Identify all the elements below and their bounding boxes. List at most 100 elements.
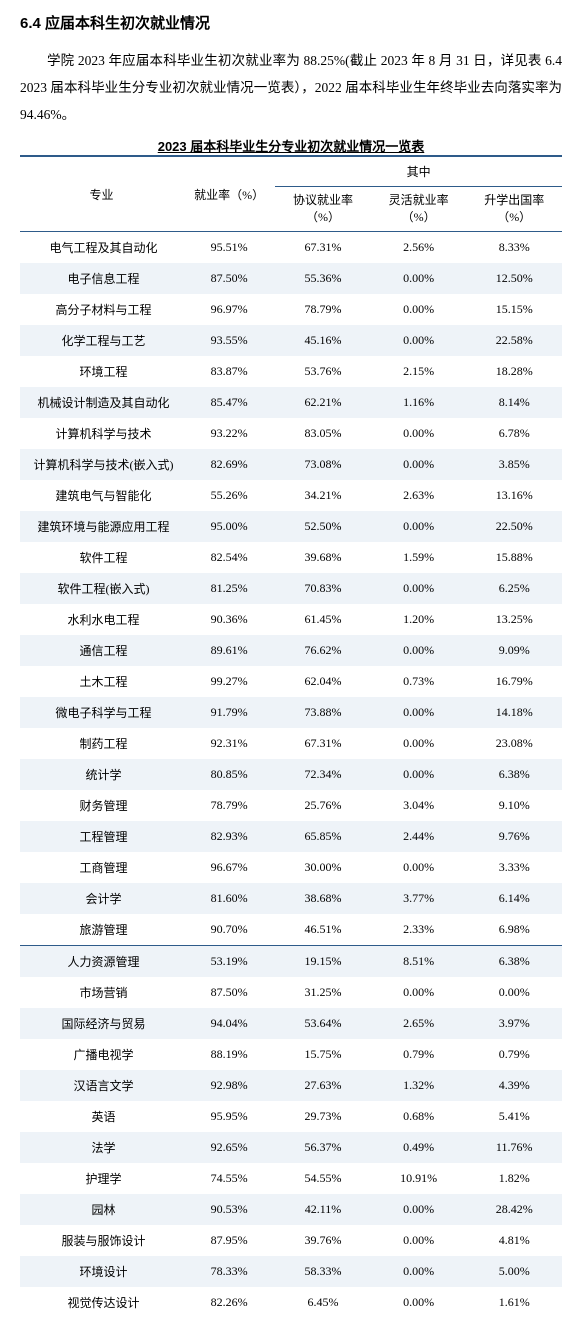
cell-flexible: 0.00% (371, 511, 467, 542)
cell-agreement: 58.33% (275, 1256, 371, 1287)
cell-agreement: 55.36% (275, 263, 371, 294)
cell-rate: 96.97% (183, 294, 275, 325)
cell-major: 园林 (20, 1194, 183, 1225)
cell-further: 4.39% (466, 1070, 562, 1101)
cell-major: 计算机科学与技术 (20, 418, 183, 449)
cell-major: 水利水电工程 (20, 604, 183, 635)
cell-major: 建筑电气与智能化 (20, 480, 183, 511)
cell-flexible: 0.00% (371, 728, 467, 759)
cell-agreement: 73.08% (275, 449, 371, 480)
table-row: 通信工程89.61%76.62%0.00%9.09% (20, 635, 562, 666)
cell-flexible: 1.16% (371, 387, 467, 418)
cell-further: 16.79% (466, 666, 562, 697)
cell-rate: 90.36% (183, 604, 275, 635)
cell-major: 通信工程 (20, 635, 183, 666)
cell-further: 6.25% (466, 573, 562, 604)
cell-further: 11.76% (466, 1132, 562, 1163)
cell-agreement: 6.45% (275, 1287, 371, 1318)
cell-further: 15.15% (466, 294, 562, 325)
cell-agreement: 53.64% (275, 1008, 371, 1039)
cell-further: 9.09% (466, 635, 562, 666)
cell-major: 汉语言文学 (20, 1070, 183, 1101)
cell-further: 13.16% (466, 480, 562, 511)
cell-further: 9.10% (466, 790, 562, 821)
cell-rate: 95.00% (183, 511, 275, 542)
cell-agreement: 31.25% (275, 977, 371, 1008)
cell-agreement: 67.31% (275, 232, 371, 264)
cell-rate: 92.98% (183, 1070, 275, 1101)
cell-flexible: 0.00% (371, 1287, 467, 1318)
col-group: 其中 (275, 156, 562, 187)
cell-further: 6.78% (466, 418, 562, 449)
cell-agreement: 72.34% (275, 759, 371, 790)
cell-agreement: 78.79% (275, 294, 371, 325)
cell-further: 3.33% (466, 852, 562, 883)
cell-agreement: 67.31% (275, 728, 371, 759)
cell-flexible: 0.00% (371, 759, 467, 790)
cell-flexible: 2.56% (371, 232, 467, 264)
cell-agreement: 70.83% (275, 573, 371, 604)
cell-agreement: 83.05% (275, 418, 371, 449)
cell-agreement: 53.76% (275, 356, 371, 387)
cell-flexible: 0.00% (371, 1194, 467, 1225)
table-row: 市场营销87.50%31.25%0.00%0.00% (20, 977, 562, 1008)
cell-flexible: 0.00% (371, 1256, 467, 1287)
cell-rate: 93.22% (183, 418, 275, 449)
table-row: 财务管理78.79%25.76%3.04%9.10% (20, 790, 562, 821)
cell-flexible: 0.00% (371, 977, 467, 1008)
cell-major: 人力资源管理 (20, 946, 183, 978)
cell-further: 22.58% (466, 325, 562, 356)
cell-further: 15.88% (466, 542, 562, 573)
table-row: 旅游管理90.70%46.51%2.33%6.98% (20, 914, 562, 946)
cell-further: 6.38% (466, 946, 562, 978)
cell-rate: 83.87% (183, 356, 275, 387)
cell-further: 6.14% (466, 883, 562, 914)
table-row: 环境设计78.33%58.33%0.00%5.00% (20, 1256, 562, 1287)
cell-agreement: 73.88% (275, 697, 371, 728)
cell-further: 1.82% (466, 1163, 562, 1194)
table-row: 园林90.53%42.11%0.00%28.42% (20, 1194, 562, 1225)
cell-rate: 99.27% (183, 666, 275, 697)
cell-rate: 53.19% (183, 946, 275, 978)
cell-rate: 80.85% (183, 759, 275, 790)
cell-further: 5.41% (466, 1101, 562, 1132)
cell-agreement: 19.15% (275, 946, 371, 978)
cell-further: 0.00% (466, 977, 562, 1008)
cell-agreement: 15.75% (275, 1039, 371, 1070)
cell-major: 微电子科学与工程 (20, 697, 183, 728)
cell-agreement: 65.85% (275, 821, 371, 852)
table-row: 人力资源管理53.19%19.15%8.51%6.38% (20, 946, 562, 978)
table-row: 计算机科学与技术(嵌入式)82.69%73.08%0.00%3.85% (20, 449, 562, 480)
cell-flexible: 2.15% (371, 356, 467, 387)
table-row: 微电子科学与工程91.79%73.88%0.00%14.18% (20, 697, 562, 728)
cell-major: 服装与服饰设计 (20, 1225, 183, 1256)
cell-flexible: 0.00% (371, 1225, 467, 1256)
cell-rate: 89.61% (183, 635, 275, 666)
cell-rate: 96.67% (183, 852, 275, 883)
table-row: 环境工程83.87%53.76%2.15%18.28% (20, 356, 562, 387)
cell-major: 市场营销 (20, 977, 183, 1008)
cell-major: 建筑环境与能源应用工程 (20, 511, 183, 542)
col-flexible-rate: 灵活就业率（%） (371, 187, 467, 232)
cell-major: 土木工程 (20, 666, 183, 697)
cell-flexible: 0.00% (371, 418, 467, 449)
table-row: 会计学81.60%38.68%3.77%6.14% (20, 883, 562, 914)
cell-rate: 91.79% (183, 697, 275, 728)
cell-flexible: 0.68% (371, 1101, 467, 1132)
cell-flexible: 2.33% (371, 914, 467, 946)
cell-flexible: 0.00% (371, 852, 467, 883)
cell-rate: 87.50% (183, 977, 275, 1008)
cell-flexible: 2.44% (371, 821, 467, 852)
cell-further: 22.50% (466, 511, 562, 542)
table-row: 广播电视学88.19%15.75%0.79%0.79% (20, 1039, 562, 1070)
cell-rate: 90.70% (183, 914, 275, 946)
cell-agreement: 27.63% (275, 1070, 371, 1101)
cell-flexible: 1.32% (371, 1070, 467, 1101)
cell-further: 0.79% (466, 1039, 562, 1070)
cell-major: 电气工程及其自动化 (20, 232, 183, 264)
cell-major: 电子信息工程 (20, 263, 183, 294)
cell-further: 6.38% (466, 759, 562, 790)
cell-agreement: 39.68% (275, 542, 371, 573)
cell-rate: 95.95% (183, 1101, 275, 1132)
table-row: 建筑环境与能源应用工程95.00%52.50%0.00%22.50% (20, 511, 562, 542)
